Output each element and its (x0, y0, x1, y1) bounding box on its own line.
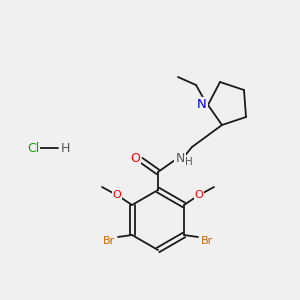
Text: H: H (60, 142, 70, 154)
Text: N: N (175, 152, 185, 166)
Text: O: O (195, 190, 203, 200)
Text: N: N (197, 98, 207, 112)
Text: O: O (130, 152, 140, 166)
Text: Br: Br (201, 236, 213, 246)
Text: Br: Br (103, 236, 115, 246)
Text: Cl: Cl (27, 142, 39, 154)
Text: O: O (112, 190, 122, 200)
Text: H: H (185, 157, 193, 167)
